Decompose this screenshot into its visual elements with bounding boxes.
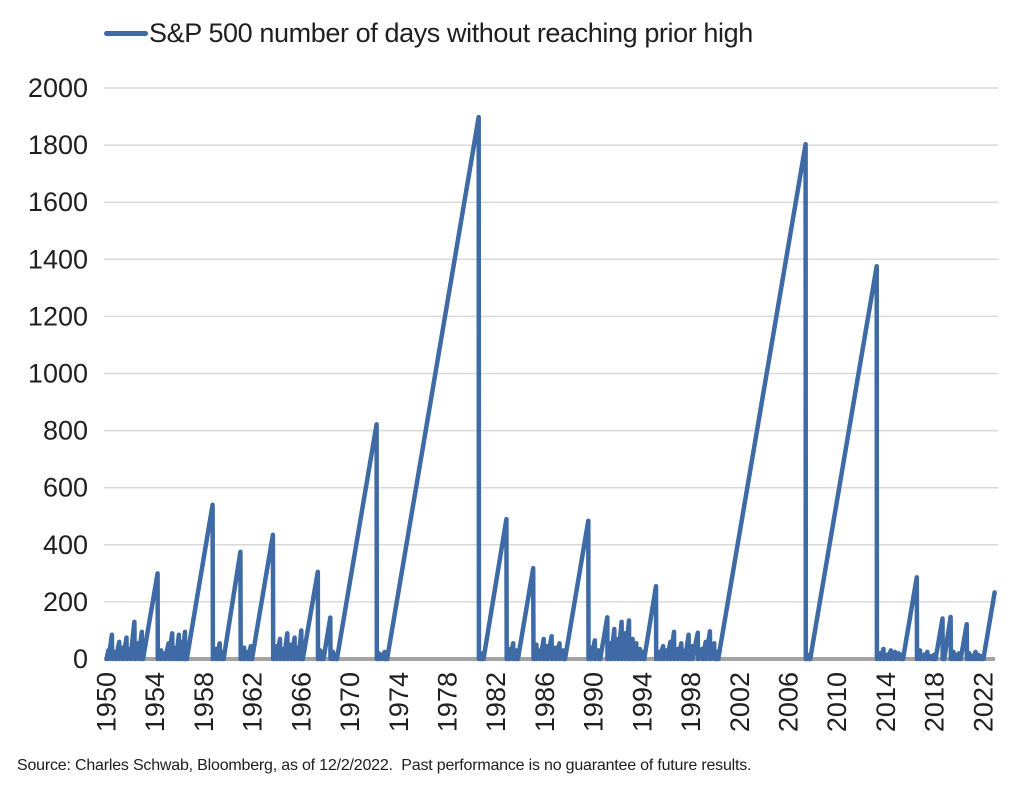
x-tick-label-1966: 1966 (286, 672, 316, 732)
y-tick-label-1400: 1400 (28, 244, 88, 274)
x-tick-label-1978: 1978 (432, 672, 462, 732)
sp500-days-without-prior-high-line (104, 114, 997, 662)
y-tick-label-400: 400 (43, 530, 88, 560)
x-tick-label-1970: 1970 (335, 672, 365, 732)
x-tick-label-2014: 2014 (871, 672, 901, 732)
y-tick-label-2000: 2000 (28, 73, 88, 103)
legend-line-swatch (104, 30, 148, 36)
chart-legend: S&P 500 number of days without reaching … (104, 18, 753, 48)
x-tick-label-1954: 1954 (140, 672, 170, 732)
y-tick-label-800: 800 (43, 416, 88, 446)
y-tick-label-1000: 1000 (28, 359, 88, 389)
x-tick-label-1950: 1950 (91, 672, 121, 732)
x-tick-label-2006: 2006 (774, 672, 804, 732)
x-tick-label-1974: 1974 (384, 672, 414, 732)
x-tick-label-1962: 1962 (238, 672, 268, 732)
x-tick-label-2022: 2022 (968, 672, 998, 732)
x-tick-label-2010: 2010 (822, 672, 852, 732)
y-tick-label-1800: 1800 (28, 130, 88, 160)
y-tick-label-600: 600 (43, 473, 88, 503)
legend-series-label: S&P 500 number of days without reaching … (149, 18, 753, 48)
x-tick-label-2018: 2018 (920, 672, 950, 732)
x-tick-label-1958: 1958 (189, 672, 219, 732)
x-tick-label-1994: 1994 (627, 672, 657, 732)
x-tick-label-1998: 1998 (676, 672, 706, 732)
x-tick-label-1982: 1982 (481, 672, 511, 732)
x-tick-label-2002: 2002 (725, 672, 755, 732)
y-tick-label-1200: 1200 (28, 301, 88, 331)
y-tick-label-0: 0 (73, 644, 88, 674)
y-tick-label-1600: 1600 (28, 187, 88, 217)
source-note: Source: Charles Schwab, Bloomberg, as of… (17, 757, 752, 774)
y-tick-label-200: 200 (43, 587, 88, 617)
x-tick-label-1990: 1990 (579, 672, 609, 732)
x-tick-label-1986: 1986 (530, 672, 560, 732)
